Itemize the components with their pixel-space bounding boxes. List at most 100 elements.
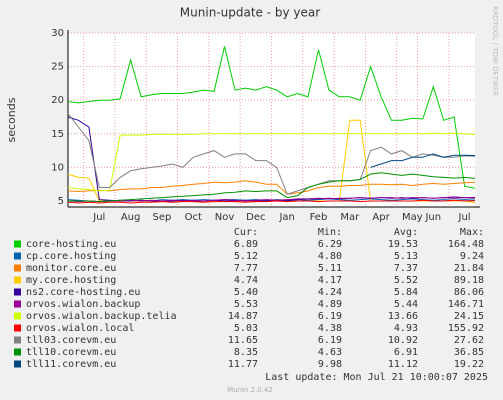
footer: Munin 2.0.42: [227, 386, 273, 394]
last-update: Last update: Mon Jul 21 10:00:07 2025: [265, 372, 488, 383]
legend-stat: 6.29: [318, 239, 342, 250]
legend-label: tll03.corevm.eu: [26, 335, 116, 346]
y-axis-label: seconds: [5, 97, 18, 142]
series-line: [67, 46, 476, 189]
legend-stat: 164.48: [448, 239, 484, 250]
legend-stat: 11.12: [388, 359, 418, 370]
legend-swatch: [14, 252, 21, 260]
legend-label: my.core.hosting: [26, 275, 116, 286]
series-line: [68, 172, 476, 203]
legend-stat: 4.24: [318, 287, 342, 298]
legend-stat: 11.77: [228, 359, 258, 370]
series-line: [67, 132, 476, 192]
series-line: [67, 199, 476, 204]
legend-stat: 6.19: [318, 311, 342, 322]
legend-stat: 24.15: [454, 311, 484, 322]
series-line: [67, 196, 476, 203]
chart-title: Munin-update - by year: [180, 6, 320, 20]
legend-swatch: [14, 348, 21, 356]
legend-stat: 13.66: [388, 311, 418, 322]
legend-swatch: [14, 360, 21, 368]
x-tick-label: Mar: [340, 212, 360, 223]
legend-stat: 19.22: [454, 359, 484, 370]
legend-swatch: [14, 264, 21, 272]
legend-label: tll10.corevm.eu: [26, 347, 116, 358]
legend-stat: 5.03: [234, 323, 258, 334]
legend-swatch: [14, 300, 21, 308]
legend-stat: 4.74: [234, 275, 258, 286]
legend-stat: 5.40: [234, 287, 258, 298]
legend-label: ns2.core-hosting.eu: [26, 287, 140, 298]
x-tick-label: Jul: [92, 212, 105, 223]
watermark: RRDTOOL / TOBI OETIKER: [491, 6, 499, 96]
legend-header: Max:: [460, 227, 484, 238]
legend-header: Avg:: [394, 227, 418, 238]
y-tick-label: 10: [51, 162, 64, 173]
legend-stat: 7.37: [394, 263, 418, 274]
legend-stat: 5.52: [394, 275, 418, 286]
x-tick-label: May: [402, 212, 423, 223]
x-tick-label: Sep: [152, 212, 171, 223]
y-tick-label: 25: [51, 62, 64, 73]
legend-label: monitor.core.eu: [26, 263, 116, 274]
legend-label: cp.core.hosting: [26, 251, 116, 262]
legend-stat: 27.62: [454, 335, 484, 346]
legend-swatch: [14, 336, 21, 344]
legend-swatch: [14, 240, 21, 248]
legend-header: Cur:: [234, 227, 258, 238]
legend-stat: 8.35: [234, 347, 258, 358]
series-line: [67, 180, 476, 195]
legend-swatch: [14, 312, 21, 320]
legend-stat: 4.17: [318, 275, 342, 286]
legend-stat: 9.24: [460, 251, 484, 262]
y-tick-label: 5: [58, 196, 64, 207]
legend-stat: 36.85: [454, 347, 484, 358]
x-tick-label: Nov: [215, 212, 235, 223]
x-tick-label: Jun: [424, 212, 441, 223]
legend-header: Min:: [318, 227, 342, 238]
legend-label: orvos.wialon.backup: [26, 299, 140, 310]
legend-stat: 6.89: [234, 239, 258, 250]
legend-swatch: [14, 276, 21, 284]
legend-stat: 5.53: [234, 299, 258, 310]
legend-stat: 155.92: [448, 323, 484, 334]
legend-stat: 9.98: [318, 359, 342, 370]
legend-label: core-hosting.eu: [26, 239, 116, 250]
y-tick-label: 20: [51, 95, 64, 106]
legend-swatch: [14, 288, 21, 296]
legend-stat: 5.11: [318, 263, 342, 274]
y-tick-label: 30: [51, 28, 64, 39]
legend-stat: 6.19: [318, 335, 342, 346]
series-line: [67, 113, 476, 195]
legend-stat: 146.71: [448, 299, 484, 310]
legend-stat: 5.44: [394, 299, 418, 310]
x-tick-label: Feb: [310, 212, 328, 223]
legend-stat: 5.84: [394, 287, 418, 298]
legend-label: orvos.wialon.backup.telia: [26, 311, 177, 322]
legend-stat: 21.84: [454, 263, 484, 274]
y-tick-label: 15: [51, 129, 64, 140]
legend-stat: 11.65: [228, 335, 258, 346]
legend-stat: 89.18: [454, 275, 484, 286]
legend-stat: 10.92: [388, 335, 418, 346]
legend-label: orvos.wialon.local: [26, 323, 134, 334]
x-tick-label: Dec: [246, 212, 265, 223]
x-tick-label: Aug: [121, 212, 141, 223]
legend-stat: 19.53: [388, 239, 418, 250]
series-line: [370, 153, 476, 168]
legend-stat: 14.87: [228, 311, 258, 322]
legend-stat: 5.12: [234, 251, 258, 262]
legend-stat: 4.38: [318, 323, 342, 334]
legend-stat: 4.63: [318, 347, 342, 358]
legend-stat: 4.89: [318, 299, 342, 310]
x-tick-label: Jul: [458, 212, 471, 223]
legend-stat: 4.93: [394, 323, 418, 334]
x-tick-label: Jan: [278, 212, 294, 223]
legend-stat: 86.06: [454, 287, 484, 298]
x-tick-label: Apr: [372, 212, 390, 223]
legend-stat: 4.80: [318, 251, 342, 262]
legend-stat: 6.91: [394, 347, 418, 358]
legend-swatch: [14, 324, 21, 332]
x-tick-label: Oct: [185, 212, 202, 223]
